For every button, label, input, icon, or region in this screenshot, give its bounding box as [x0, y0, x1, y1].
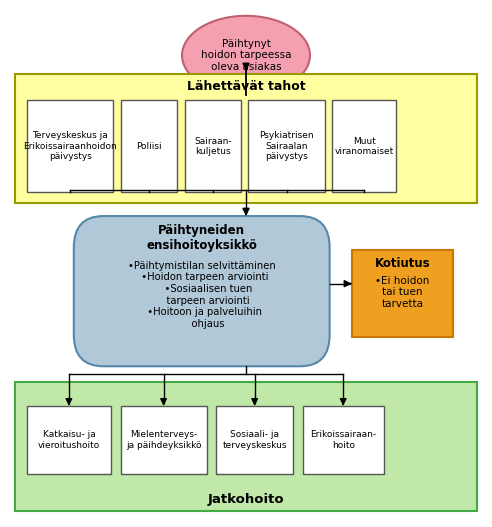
FancyBboxPatch shape: [121, 100, 177, 192]
Text: Poliisi: Poliisi: [136, 142, 162, 151]
FancyBboxPatch shape: [27, 406, 111, 474]
Text: Päihtynyt
hoidon tarpeessa
oleva asiakas: Päihtynyt hoidon tarpeessa oleva asiakas: [201, 39, 291, 72]
Text: Päihtyneiden
ensihoitoyksikkö: Päihtyneiden ensihoitoyksikkö: [146, 224, 257, 252]
FancyBboxPatch shape: [352, 250, 453, 337]
FancyBboxPatch shape: [184, 100, 241, 192]
Ellipse shape: [182, 16, 310, 95]
Text: Terveyskeskus ja
Erikoissairaanhoidon
päivystys: Terveyskeskus ja Erikoissairaanhoidon pä…: [23, 131, 117, 161]
Text: Psykiatrisen
Sairaalan
päivystys: Psykiatrisen Sairaalan päivystys: [259, 131, 314, 161]
Text: Mielenterveys-
ja päihdeyksikkö: Mielenterveys- ja päihdeyksikkö: [126, 431, 201, 450]
FancyBboxPatch shape: [15, 382, 477, 511]
Text: Muut
viranomaiset: Muut viranomaiset: [335, 136, 394, 156]
FancyBboxPatch shape: [303, 406, 384, 474]
Text: Sairaan-
kuljetus: Sairaan- kuljetus: [194, 136, 232, 156]
Text: •Ei hoidon
tai tuen
tarvetta: •Ei hoidon tai tuen tarvetta: [375, 276, 430, 309]
FancyBboxPatch shape: [15, 74, 477, 203]
Text: Erikoissairaan-
hoito: Erikoissairaan- hoito: [310, 431, 376, 450]
FancyBboxPatch shape: [74, 216, 330, 366]
FancyBboxPatch shape: [216, 406, 293, 474]
Text: Kotiutus: Kotiutus: [374, 257, 430, 270]
Text: Katkaisu- ja
vieroitushoito: Katkaisu- ja vieroitushoito: [38, 431, 100, 450]
FancyBboxPatch shape: [121, 406, 207, 474]
Text: •Päihtymistilan selvittäminen
  •Hoidon tarpeen arviointi
    •Sosiaalisen tuen
: •Päihtymistilan selvittäminen •Hoidon ta…: [128, 261, 276, 329]
FancyBboxPatch shape: [27, 100, 113, 192]
Text: Sosiaali- ja
terveyskeskus: Sosiaali- ja terveyskeskus: [222, 431, 287, 450]
Text: Jatkohoito: Jatkohoito: [208, 493, 284, 506]
FancyBboxPatch shape: [332, 100, 396, 192]
FancyBboxPatch shape: [248, 100, 325, 192]
Text: Lähettävät tahot: Lähettävät tahot: [186, 80, 306, 93]
